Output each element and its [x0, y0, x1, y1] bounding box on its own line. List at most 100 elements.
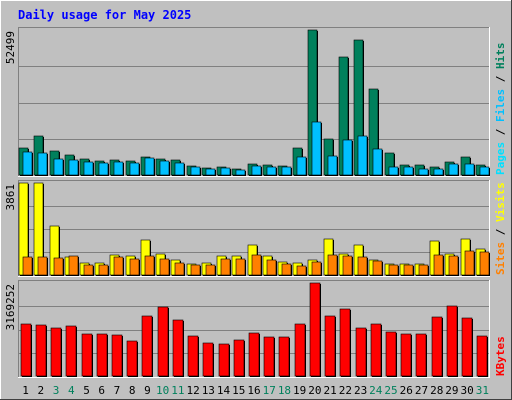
bar-files-1 — [22, 151, 33, 176]
bar-sites-29 — [448, 255, 459, 276]
bar-sites-20 — [311, 261, 322, 276]
bar-kbytes-5 — [81, 333, 93, 377]
bar-kbytes-21 — [324, 315, 336, 377]
y-max-label: 3169252 — [4, 284, 17, 330]
panel-sites-visits: 3861 Sites / Visits — [4, 180, 507, 277]
bar-sites-30 — [464, 250, 475, 276]
x-label-day-22: 22 — [339, 384, 352, 397]
bar-files-16 — [251, 165, 262, 176]
bar-files-30 — [464, 163, 475, 176]
bar-kbytes-11 — [172, 319, 184, 377]
bar-files-12 — [190, 166, 201, 176]
right-legend-label: Sites / Visits — [494, 182, 507, 275]
bar-kbytes-2 — [35, 324, 47, 377]
bar-files-23 — [357, 135, 368, 176]
bar-sites-1 — [22, 256, 33, 276]
bar-sites-2 — [37, 256, 48, 276]
bar-files-24 — [372, 148, 383, 176]
x-label-day-29: 29 — [445, 384, 458, 397]
bar-kbytes-10 — [157, 306, 169, 377]
bar-kbytes-30 — [461, 317, 473, 377]
x-label-day-11: 11 — [171, 384, 184, 397]
bar-sites-8 — [129, 258, 140, 276]
bar-kbytes-26 — [400, 333, 412, 377]
bar-files-20 — [311, 121, 322, 176]
bar-files-14 — [220, 167, 231, 176]
bar-sites-27 — [418, 264, 429, 276]
x-label-day-28: 28 — [430, 384, 443, 397]
bar-sites-18 — [281, 263, 292, 276]
x-label-day-17: 17 — [263, 384, 276, 397]
bar-sites-11 — [174, 262, 185, 276]
x-label-day-15: 15 — [232, 384, 245, 397]
bar-files-8 — [129, 162, 140, 176]
bar-sites-15 — [235, 258, 246, 276]
bar-sites-4 — [68, 255, 79, 276]
bar-sites-17 — [266, 259, 277, 276]
x-label-day-9: 9 — [144, 384, 151, 397]
bar-kbytes-28 — [431, 316, 443, 377]
bar-files-31 — [479, 166, 490, 176]
bar-kbytes-20 — [309, 282, 321, 377]
bar-kbytes-27 — [415, 333, 427, 377]
bar-files-10 — [159, 160, 170, 176]
legend-sites: Sites — [494, 242, 507, 275]
bar-sites-28 — [433, 254, 444, 276]
bar-sites-25 — [388, 264, 399, 276]
panel-kbytes: 3169252 KBytes — [4, 280, 507, 378]
bar-files-13 — [205, 168, 216, 176]
bar-kbytes-25 — [385, 331, 397, 377]
bar-kbytes-9 — [141, 315, 153, 377]
bar-kbytes-8 — [126, 340, 138, 377]
bar-sites-10 — [159, 258, 170, 276]
bar-sites-9 — [144, 255, 155, 276]
bar-sites-6 — [98, 264, 109, 276]
bar-files-29 — [448, 163, 459, 176]
y-max-label: 3861 — [4, 184, 17, 211]
x-label-day-10: 10 — [156, 384, 169, 397]
bar-sites-7 — [113, 256, 124, 276]
bar-files-9 — [144, 157, 155, 176]
bar-sites-24 — [372, 260, 383, 276]
legend-pages: Pages — [494, 142, 507, 175]
bar-sites-26 — [403, 264, 414, 276]
bar-files-26 — [403, 166, 414, 176]
bar-kbytes-17 — [263, 336, 275, 377]
bar-kbytes-22 — [339, 308, 351, 377]
x-label-day-14: 14 — [217, 384, 231, 397]
x-label-day-20: 20 — [308, 384, 321, 397]
chart-title: Daily usage for May 2025 — [18, 8, 191, 22]
bar-files-22 — [342, 139, 353, 176]
bar-sites-5 — [83, 264, 94, 276]
bar-kbytes-31 — [476, 335, 488, 377]
bar-sites-13 — [205, 264, 216, 276]
bar-files-21 — [327, 155, 338, 176]
legend-hits: Hits — [494, 43, 507, 70]
bar-sites-19 — [296, 265, 307, 276]
bar-files-18 — [281, 166, 292, 176]
x-label-day-19: 19 — [293, 384, 306, 397]
bar-sites-3 — [53, 257, 64, 276]
bar-files-5 — [83, 161, 94, 176]
bar-kbytes-13 — [202, 342, 214, 377]
bar-sites-22 — [342, 255, 353, 276]
x-label-day-7: 7 — [114, 384, 121, 397]
x-label-day-18: 18 — [278, 384, 291, 397]
bar-kbytes-16 — [248, 332, 260, 377]
bar-kbytes-23 — [355, 327, 367, 377]
x-label-day-30: 30 — [461, 384, 474, 397]
bar-files-19 — [296, 156, 307, 176]
legend-separator: / — [494, 69, 507, 89]
x-label-day-4: 4 — [68, 384, 75, 397]
x-label-day-3: 3 — [53, 384, 60, 397]
legend-visits: Visits — [494, 182, 507, 222]
bar-kbytes-4 — [65, 325, 77, 377]
right-legend-label: Pages / Files / Hits — [494, 43, 507, 176]
bar-kbytes-14 — [218, 343, 230, 377]
x-label-day-24: 24 — [369, 384, 383, 397]
bar-files-3 — [53, 158, 64, 176]
bar-kbytes-18 — [278, 336, 290, 377]
bar-files-11 — [174, 162, 185, 176]
bar-kbytes-29 — [446, 305, 458, 377]
